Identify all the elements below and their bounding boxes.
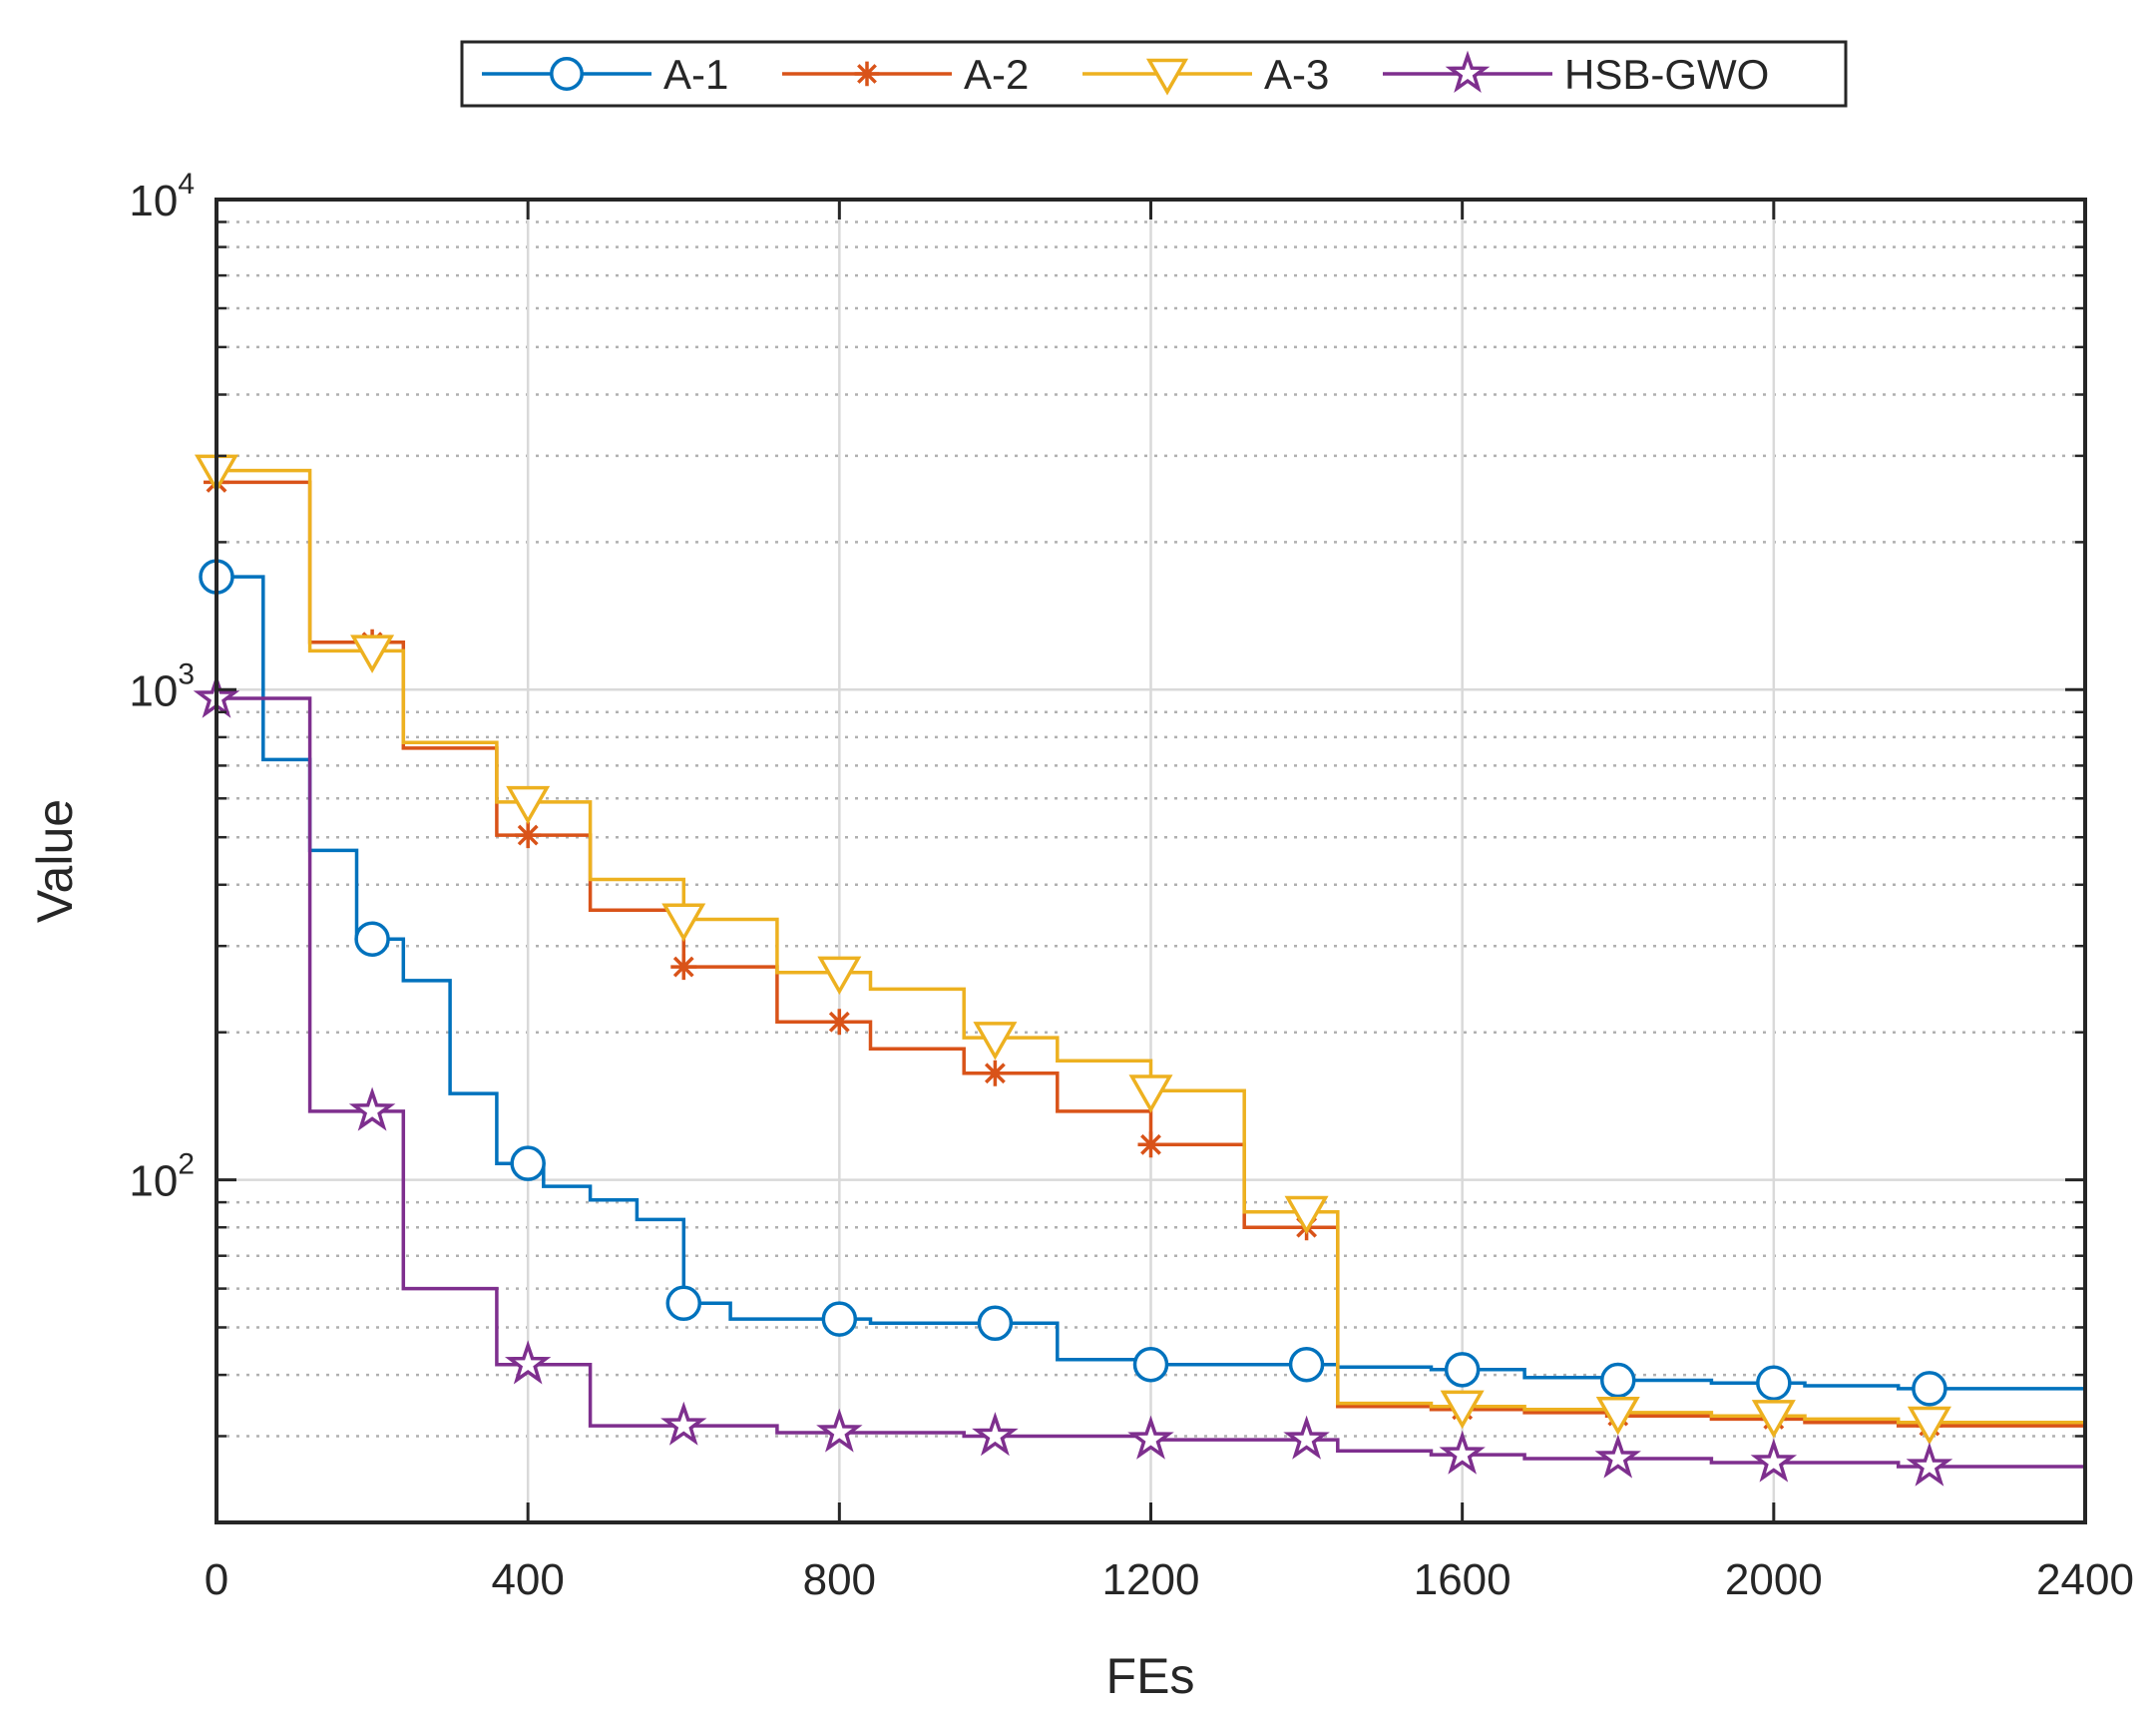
marker-a-3 — [350, 635, 395, 673]
marker-a-1 — [665, 1285, 701, 1322]
y-tick-labels: 102 103 104 — [129, 168, 195, 1206]
marker-a-1 — [1132, 1346, 1169, 1383]
marker-a-3 — [1595, 1396, 1640, 1436]
y-tick-label: 103 — [129, 657, 195, 715]
x-tick-label: 2400 — [2036, 1555, 2134, 1604]
marker-a-3 — [1284, 1195, 1329, 1235]
series-line-a-1 — [216, 575, 2087, 1392]
marker-a-3 — [1128, 1074, 1173, 1113]
series-line-a-2 — [216, 480, 2085, 1428]
marker-hsb-gwo — [1594, 1434, 1641, 1479]
marker-a-2 — [670, 954, 697, 981]
legend-label-a-1: A-1 — [663, 51, 728, 98]
legend: A-1 A-2 A-3 HSB-GWO — [460, 40, 1848, 108]
marker-a-3 — [1440, 1390, 1485, 1430]
x-tick-label: 2000 — [1725, 1555, 1823, 1604]
axis-ticks — [215, 198, 2087, 1522]
marker-a-1 — [1912, 1371, 1947, 1407]
marker-hsb-gwo — [1439, 1430, 1486, 1475]
marker-a-1 — [977, 1305, 1014, 1342]
legend-marker-a-2 — [854, 61, 880, 87]
legend-label-a-3: A-3 — [1264, 51, 1329, 98]
marker-a-2 — [515, 822, 542, 849]
x-tick-label: 1600 — [1414, 1555, 1511, 1604]
marker-hsb-gwo — [504, 1340, 552, 1385]
marker-a-1 — [510, 1145, 546, 1181]
marker-hsb-gwo — [816, 1408, 863, 1453]
x-tick-label: 0 — [205, 1555, 228, 1604]
marker-a-1 — [1600, 1362, 1636, 1399]
marker-a-3 — [661, 903, 706, 943]
y-tick-label: 102 — [129, 1148, 195, 1206]
marker-a-3 — [1751, 1400, 1796, 1439]
marker-a-2 — [826, 1009, 853, 1036]
marker-hsb-gwo — [972, 1412, 1019, 1457]
y-axis-label: Value — [27, 799, 83, 923]
marker-a-1 — [1756, 1365, 1792, 1402]
marker-a-1 — [1444, 1352, 1481, 1388]
marker-hsb-gwo — [1127, 1415, 1174, 1460]
marker-hsb-gwo — [660, 1401, 707, 1446]
x-axis-label: FEs — [1106, 1648, 1195, 1704]
x-tick-labels: 0 400 800 1200 1600 2000 2400 — [205, 1555, 2134, 1604]
marker-hsb-gwo — [348, 1086, 396, 1131]
marker-hsb-gwo — [1906, 1442, 1953, 1487]
marker-hsb-gwo — [1750, 1438, 1798, 1483]
marker-a-2 — [1137, 1131, 1164, 1158]
marker-a-3 — [506, 785, 551, 825]
marker-a-3 — [817, 956, 862, 996]
x-tick-label: 400 — [491, 1555, 564, 1604]
x-tick-label: 800 — [803, 1555, 876, 1604]
legend-label-a-2: A-2 — [964, 51, 1029, 98]
x-tick-label: 1200 — [1102, 1555, 1200, 1604]
marker-a-3 — [973, 1022, 1018, 1061]
marker-a-1 — [821, 1301, 858, 1337]
marker-a-1 — [354, 921, 390, 957]
y-tick-label: 104 — [129, 168, 195, 225]
legend-marker-hsb-gwo — [1445, 50, 1491, 93]
marker-a-2 — [982, 1060, 1009, 1086]
legend-marker-a-1 — [550, 57, 584, 91]
legend-label-hsb-gwo: HSB-GWO — [1564, 51, 1769, 98]
legend-marker-a-3 — [1145, 58, 1189, 96]
marker-hsb-gwo — [1283, 1415, 1330, 1460]
marker-a-3 — [1907, 1406, 1951, 1446]
marker-a-1 — [1288, 1346, 1325, 1383]
